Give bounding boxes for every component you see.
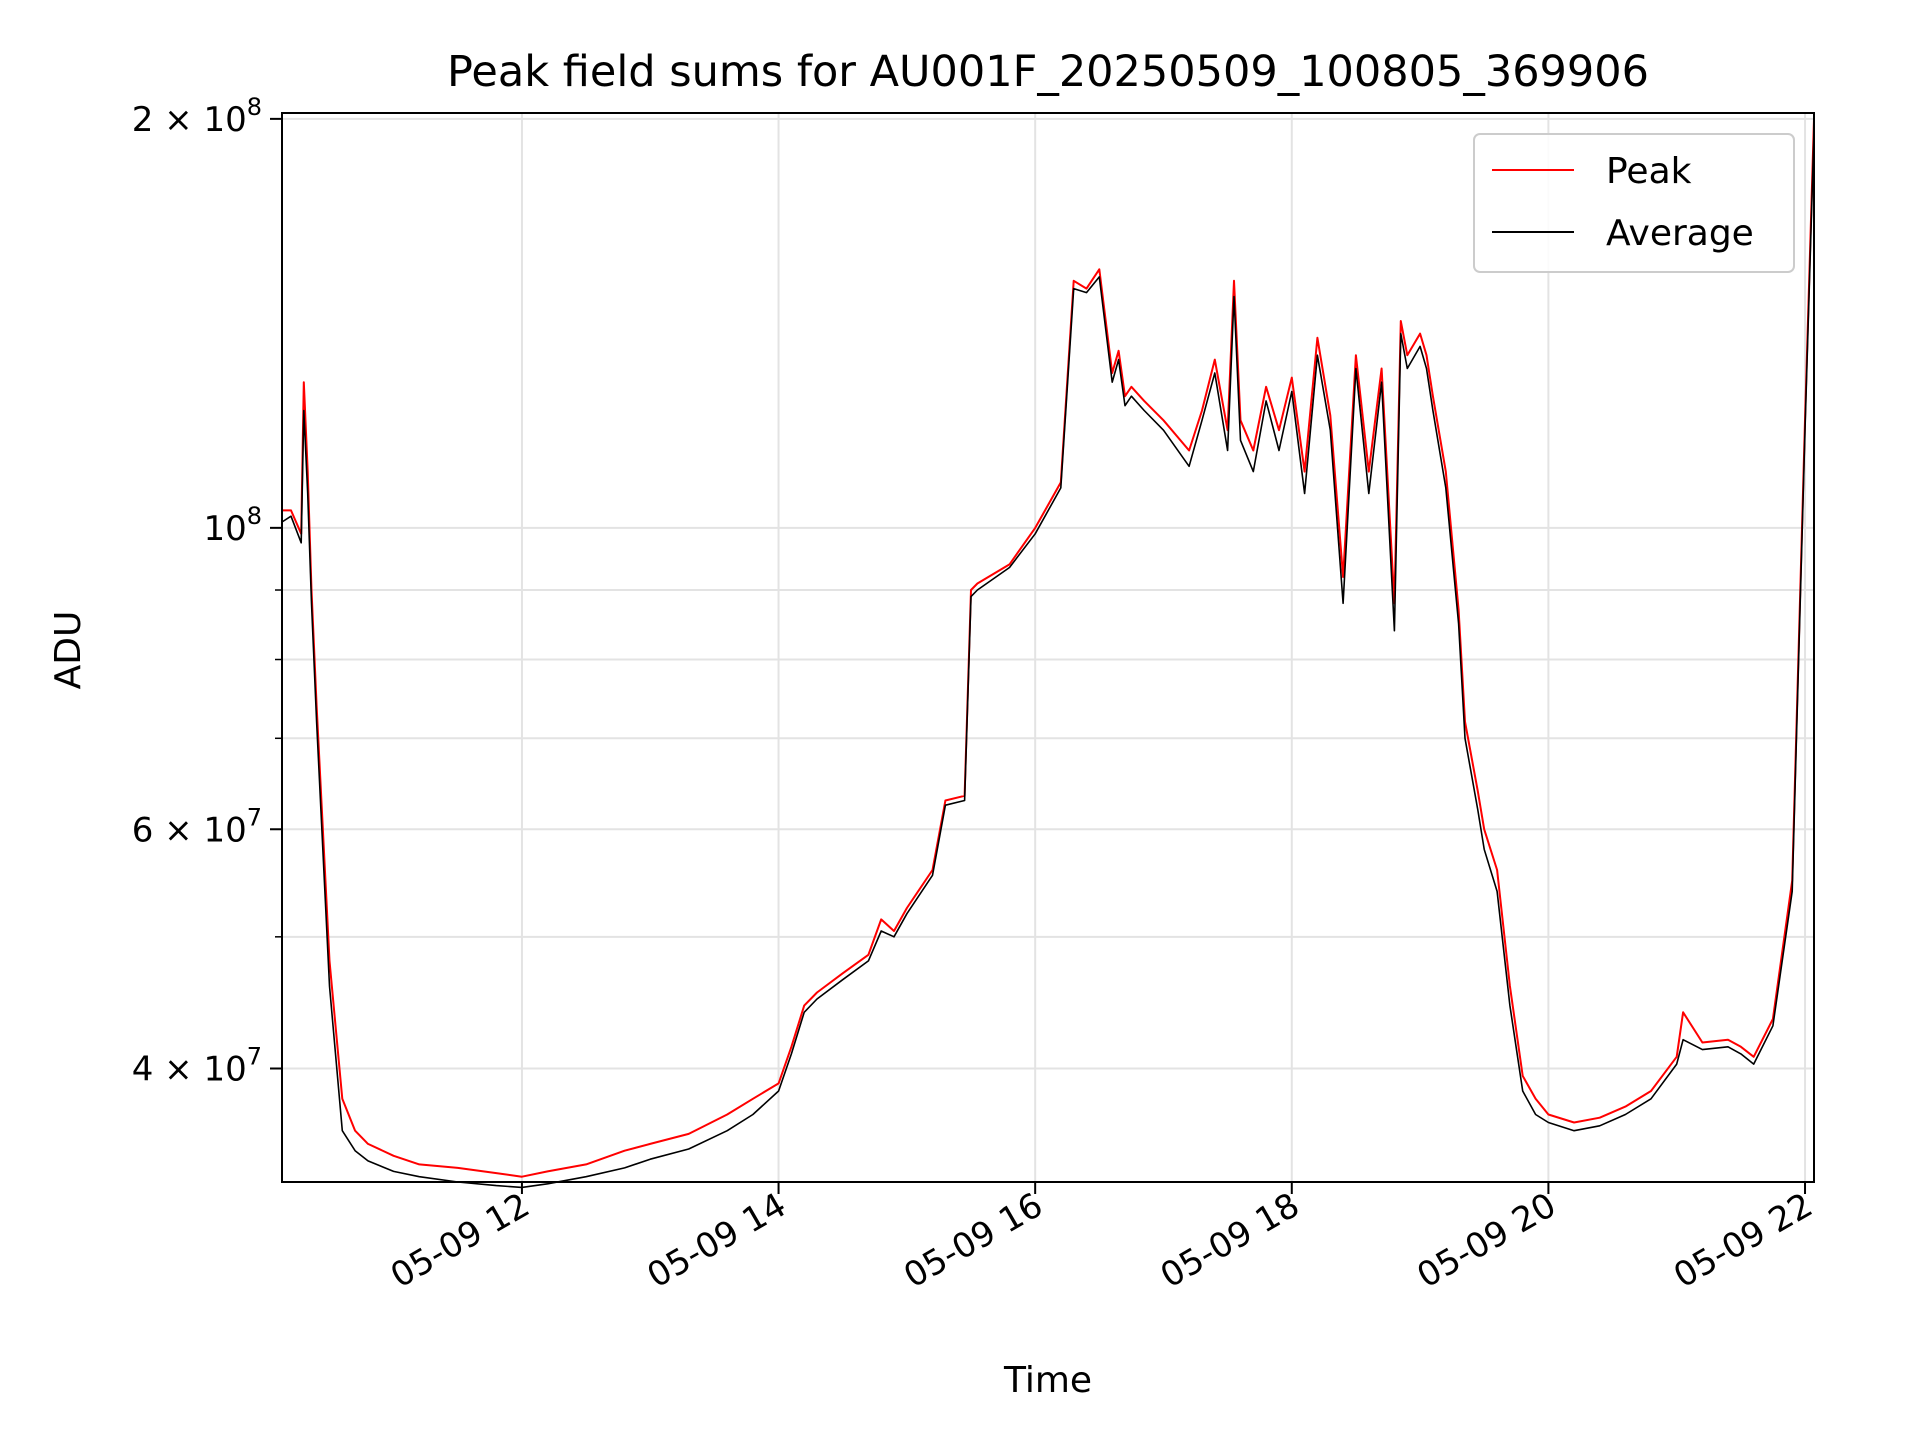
y-tick-label: 4 × 107 [132, 1042, 262, 1089]
y-axis-label: ADU [48, 611, 89, 690]
series-line-average [281, 130, 1815, 1189]
plot-series [281, 118, 1815, 1189]
y-tick-label: 2 × 108 [132, 93, 262, 140]
series-line-peak [282, 118, 1815, 1178]
legend-label-peak: Peak [1606, 151, 1692, 192]
grid [282, 113, 1814, 1182]
y-tick-label: 6 × 107 [132, 803, 262, 850]
legend-label-average: Average [1606, 213, 1754, 254]
legend-box [1473, 133, 1795, 273]
x-axis-label: Time [1003, 1360, 1092, 1401]
chart-title: Peak field sums for AU001F_20250509_1008… [447, 47, 1649, 97]
plot-frame [281, 112, 1815, 1183]
legend: Peak Average [1473, 133, 1795, 273]
